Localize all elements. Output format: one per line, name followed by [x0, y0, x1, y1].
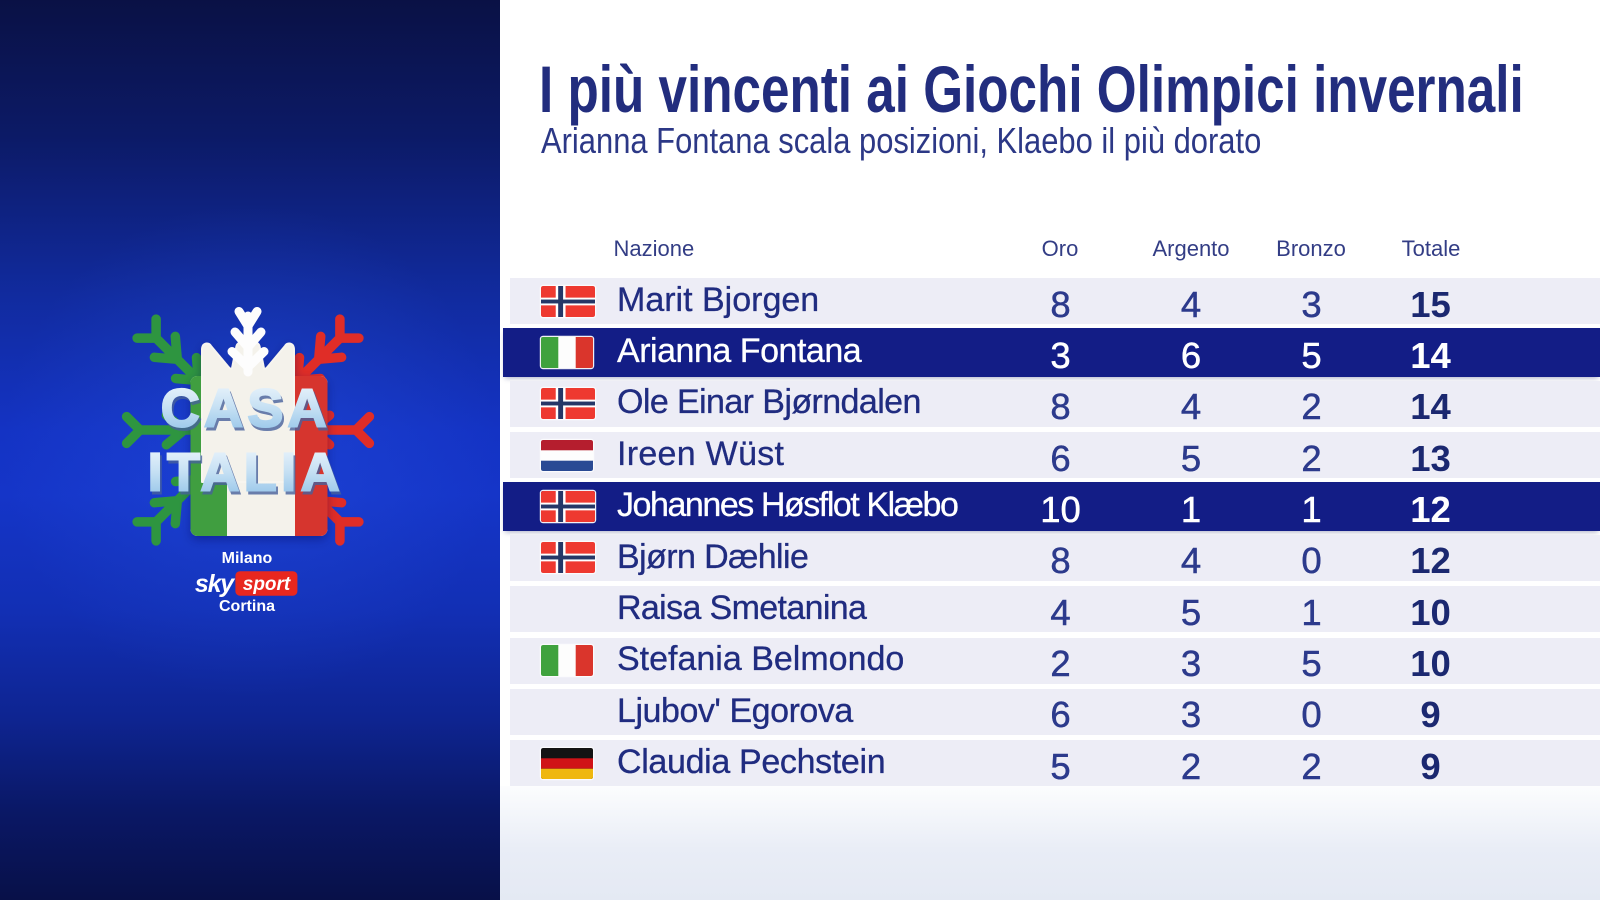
- svg-text:Milano: Milano: [222, 550, 273, 567]
- svg-text:ITALIA: ITALIA: [149, 446, 345, 506]
- svg-text:sky: sky: [195, 570, 235, 598]
- svg-text:sport: sport: [243, 574, 291, 595]
- svg-text:Cortina: Cortina: [219, 598, 275, 615]
- svg-text:ITALIA: ITALIA: [148, 443, 344, 503]
- svg-text:CASA: CASA: [161, 379, 331, 439]
- svg-text:CASA: CASA: [163, 382, 333, 442]
